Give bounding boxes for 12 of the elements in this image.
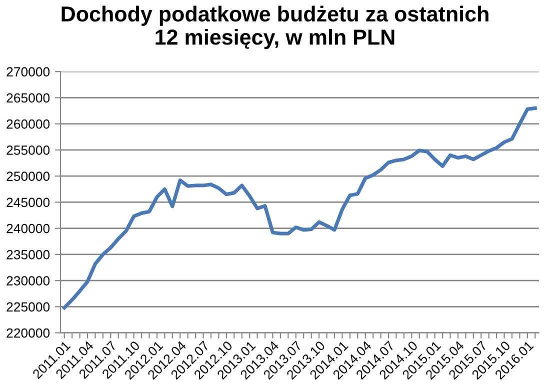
y-tick-label: 220000 (6, 328, 50, 338)
y-tick-label: 225000 (6, 302, 50, 312)
y-tick-label: 265000 (6, 93, 50, 103)
y-tick-label: 230000 (6, 276, 50, 286)
y-tick-label: 260000 (6, 119, 50, 129)
y-tick-label: 235000 (6, 250, 50, 260)
y-tick-label: 270000 (6, 67, 50, 77)
y-tick-label: 255000 (6, 146, 50, 155)
chart-title: Dochody podatkowe budżetu za ostatnich 12 miesięcy, w mln PLN (62, 6, 488, 50)
y-tick-label: 250000 (6, 172, 50, 181)
y-tick-label: 245000 (6, 198, 50, 208)
y-tick-label: 240000 (6, 224, 50, 234)
